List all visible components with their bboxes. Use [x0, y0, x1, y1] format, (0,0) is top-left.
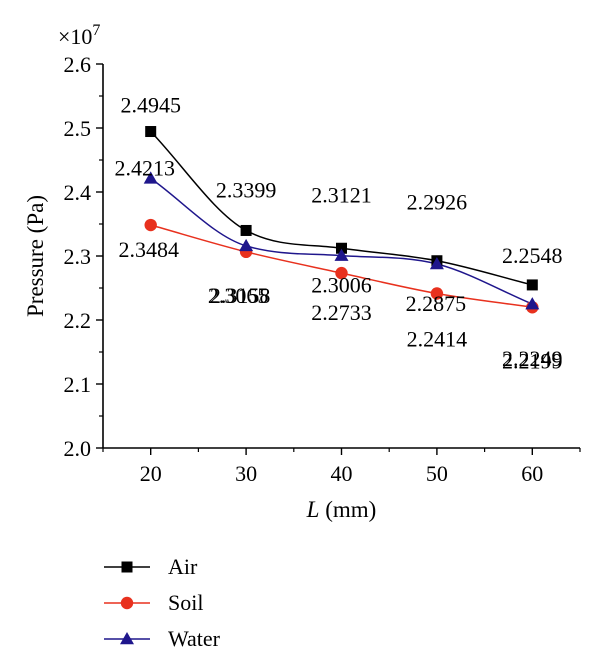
y-multiplier: ×107	[58, 22, 100, 49]
legend-soil-marker	[120, 596, 134, 610]
ticks: 2.0 2.1 2.2 2.3 2.4 2.5 2.6 20 30 40 50 60	[64, 52, 581, 486]
y-tick-label: 2.5	[64, 116, 92, 141]
air-point	[336, 242, 347, 254]
water-data-label: 2.3158	[210, 283, 271, 308]
soil-data-label: 2.2733	[311, 300, 372, 325]
legend-water-marker	[120, 632, 134, 645]
x-tick-label: 30	[235, 461, 257, 486]
y-tick-label: 2.4	[64, 180, 92, 205]
air-data-label: 2.3121	[311, 182, 372, 207]
soil-point	[144, 218, 157, 232]
water-point	[525, 297, 540, 310]
legend: Air Soil Water	[104, 554, 221, 651]
water-data-label: 2.4213	[114, 155, 175, 180]
water-data-label: 2.2875	[406, 291, 467, 316]
legend-air-marker	[121, 561, 133, 573]
legend-soil-label: Soil	[168, 590, 203, 615]
soil-data-label: 2.2414	[407, 327, 468, 352]
air-data-label: 2.2548	[502, 243, 563, 268]
soil-point	[335, 266, 348, 280]
soil-point	[430, 287, 444, 300]
series-markers	[143, 126, 540, 314]
soil-data-label: 2.3484	[118, 237, 179, 262]
legend-air-label: Air	[168, 554, 198, 579]
water-point	[334, 248, 349, 261]
air-point	[145, 126, 157, 138]
air-line	[150, 130, 533, 286]
x-tick-label: 60	[521, 461, 543, 486]
air-point	[240, 224, 252, 236]
axis-titles: ×107 Pressure (Pa) L (mm)	[23, 22, 376, 522]
water-data-label: 2.2249	[502, 346, 563, 371]
water-point	[239, 238, 254, 252]
water-point	[429, 257, 444, 270]
y-tick-label: 2.6	[64, 52, 92, 77]
air-point	[526, 279, 538, 291]
air-data-label: 2.3399	[216, 177, 277, 202]
y-tick-label: 2.3	[64, 244, 92, 269]
y-axis-title: Pressure (Pa)	[23, 195, 48, 317]
x-tick-label: 20	[140, 461, 162, 486]
air-data-label: 2.2926	[407, 190, 468, 215]
data-labels: 2.4945 2.3399 2.3121 2.2926 2.2548 2.3484 2.30…	[114, 93, 562, 374]
y-tick-label: 2.2	[64, 308, 92, 333]
soil-data-label: 2.2199	[502, 348, 563, 373]
water-point	[143, 171, 158, 184]
legend-water-label: Water	[168, 626, 221, 651]
air-data-label: 2.4945	[120, 93, 181, 118]
x-tick-label: 40	[331, 461, 353, 486]
x-tick-label: 50	[426, 461, 448, 486]
x-axis-title: L (mm)	[306, 497, 377, 522]
soil-data-label: 2.3065	[208, 283, 269, 308]
y-tick-label: 2.1	[64, 372, 92, 397]
water-data-label: 2.3006	[311, 273, 372, 298]
y-tick-label: 2.0	[64, 436, 92, 461]
